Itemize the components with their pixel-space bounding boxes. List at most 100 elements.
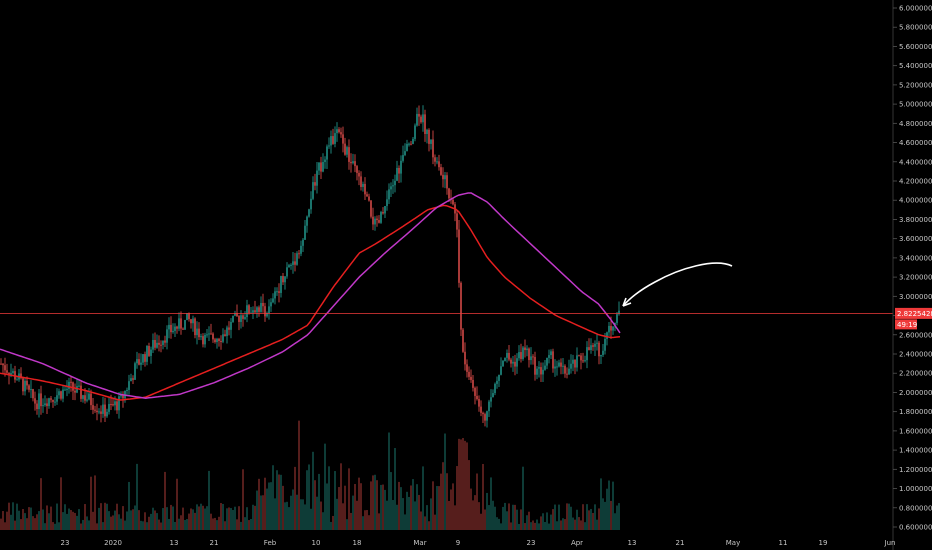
candle-body	[496, 380, 498, 384]
volume-bar	[182, 507, 184, 530]
candle-body	[340, 132, 342, 135]
candle	[436, 157, 438, 165]
candle-body	[42, 405, 44, 407]
candle	[532, 354, 534, 365]
candle	[386, 190, 388, 211]
volume-bar	[86, 516, 88, 530]
volume-bar	[38, 511, 40, 530]
candle	[204, 332, 206, 348]
candle-body	[390, 186, 392, 190]
volume-bar	[510, 522, 512, 530]
candle	[422, 105, 424, 132]
candle-body	[282, 276, 284, 283]
candle-body	[446, 175, 448, 189]
candle-body	[22, 378, 24, 392]
volume-bar	[418, 494, 420, 530]
candle	[540, 362, 542, 382]
candle-body	[252, 310, 254, 313]
volume-bar	[508, 503, 510, 530]
volume-bar	[164, 471, 166, 530]
volume-bar	[186, 519, 188, 530]
candle	[472, 374, 474, 392]
candle	[534, 351, 536, 381]
candle	[478, 395, 480, 412]
candle	[236, 304, 238, 317]
volume-bar	[220, 503, 222, 530]
volume-bar	[606, 488, 608, 530]
volume-bar	[112, 515, 114, 530]
volume-bar	[540, 516, 542, 530]
volume-bar	[546, 512, 548, 530]
volume-bar	[184, 519, 186, 530]
volume-bar	[410, 485, 412, 530]
volume-bar	[534, 522, 536, 530]
volume-bar	[440, 473, 442, 530]
volume-bar	[388, 432, 390, 530]
candle	[430, 139, 432, 150]
candle-body	[490, 397, 492, 402]
y-tick-label: 0.80000000	[899, 504, 932, 512]
candle-body	[130, 378, 132, 382]
volume-bar	[524, 523, 526, 530]
countdown-label: 49:19	[897, 321, 917, 329]
volume-bar	[178, 518, 180, 530]
candle	[504, 357, 506, 362]
candle-body	[566, 373, 568, 375]
y-tick-label: 1.20000000	[899, 466, 932, 474]
candle	[342, 126, 344, 153]
candle	[36, 400, 38, 415]
volume-bar	[154, 510, 156, 530]
candle	[56, 388, 58, 405]
candle	[480, 400, 482, 417]
volume-bar	[416, 484, 418, 530]
countdown-badge-bg	[895, 319, 917, 330]
volume-bar	[502, 506, 504, 530]
candle-body	[320, 162, 322, 172]
candle-body	[498, 374, 500, 381]
volume-bar	[326, 483, 328, 530]
volume-bar	[74, 512, 76, 530]
volume-bar	[460, 439, 462, 530]
candle-body	[466, 364, 468, 372]
candle-body	[90, 393, 92, 406]
volume-bar	[432, 481, 434, 530]
candle	[68, 377, 70, 394]
volume-bar	[374, 474, 376, 530]
volume-bar	[386, 500, 388, 530]
x-tick-label: Jun	[884, 539, 896, 547]
candle	[196, 321, 198, 345]
candle	[350, 153, 352, 173]
volume-bar	[402, 498, 404, 530]
y-tick-label: 4.80000000	[899, 120, 932, 128]
volume-bar	[142, 521, 144, 530]
candle-body	[584, 360, 586, 362]
candle	[496, 376, 498, 389]
candle-body	[596, 342, 598, 344]
y-tick-label: 2.00000000	[899, 389, 932, 397]
candle-body	[200, 336, 202, 338]
y-tick-label: 1.00000000	[899, 485, 932, 493]
candle	[564, 364, 566, 378]
candle-body	[28, 385, 30, 390]
x-axis[interactable]: 23 2020 13 21 Feb 10 18 Mar 9 23 Apr 13 21 May 11 19 Jun	[61, 539, 896, 547]
candle-body	[372, 216, 374, 225]
candle	[376, 215, 378, 227]
candle	[320, 156, 322, 179]
candle	[484, 412, 486, 427]
volume-bar	[380, 484, 382, 530]
volume-bar	[98, 507, 100, 530]
volume-bar	[262, 495, 264, 530]
candle-body	[112, 404, 114, 406]
x-tick-label: 13	[170, 539, 179, 547]
candle	[360, 171, 362, 191]
candle	[96, 403, 98, 421]
candle-body	[392, 185, 394, 187]
candle-body	[94, 409, 96, 411]
volume-bar	[226, 508, 228, 530]
candle-body	[178, 318, 180, 329]
volume-bar	[414, 501, 416, 530]
candle	[348, 139, 350, 170]
volume-bar	[92, 511, 94, 530]
candle-body	[24, 380, 26, 392]
